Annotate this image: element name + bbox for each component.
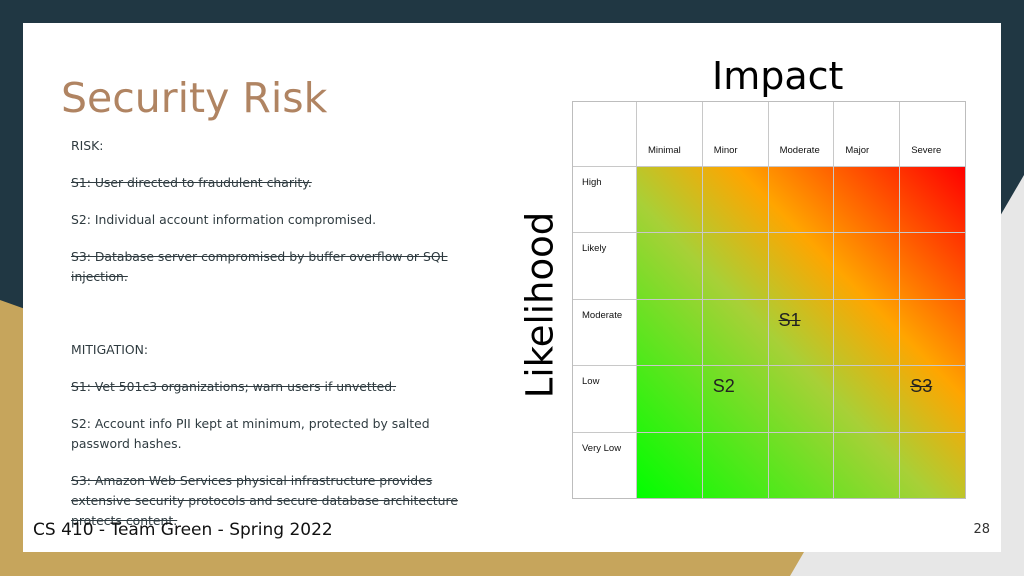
risk-marker-s3: S3 — [910, 376, 933, 397]
likelihood-header-high-label: High — [582, 177, 602, 188]
matrix-cell — [702, 432, 769, 499]
risk-marker-s2: S2 — [712, 376, 735, 397]
impact-header-minor-label: Minor — [713, 145, 738, 156]
impact-axis-label: Impact — [712, 54, 844, 98]
impact-header-major-label: Major — [845, 145, 870, 156]
matrix-cell — [834, 233, 901, 300]
impact-header-minor: Minor — [702, 101, 769, 167]
risk-item-s1: S1: User directed to fraudulent charity. — [71, 175, 312, 190]
matrix-cell — [900, 167, 966, 234]
matrix-cell — [702, 366, 769, 433]
risk-item-s3: S3: Database server compromised by buffe… — [71, 249, 448, 284]
matrix-cell — [768, 366, 835, 433]
mitigation-heading: MITIGATION: — [71, 342, 149, 357]
matrix-cell — [768, 167, 835, 234]
slide-title: Security Risk — [61, 74, 328, 122]
likelihood-header-high: High — [572, 167, 637, 234]
matrix-cell — [768, 299, 835, 367]
impact-header-minimal: Minimal — [637, 101, 703, 167]
impact-header-moderate: Moderate — [768, 101, 835, 167]
matrix-cell — [637, 432, 703, 499]
matrix-corner-cell — [572, 101, 637, 167]
matrix-cell — [702, 233, 769, 300]
matrix-cell — [900, 233, 966, 300]
matrix-cell — [768, 432, 835, 499]
matrix-cell — [637, 233, 703, 300]
risk-marker-s1: S1 — [778, 309, 801, 330]
mitigation-item-s2: S2: Account info PII kept at minimum, pr… — [71, 416, 430, 451]
likelihood-header-moderate-label: Moderate — [582, 309, 623, 321]
matrix-cell — [900, 299, 966, 367]
page-number: 28 — [973, 522, 990, 537]
mitigation-item-s3: S3: Amazon Web Services physical infrast… — [71, 473, 458, 528]
impact-header-minimal-label: Minimal — [648, 145, 681, 156]
likelihood-header-very-low: Very Low — [572, 432, 637, 499]
matrix-cell — [768, 233, 835, 300]
matrix-cell — [637, 167, 703, 234]
impact-header-severe: Severe — [900, 101, 966, 167]
risk-mitigation-text: RISK: S1: User directed to fraudulent ch… — [71, 136, 491, 531]
likelihood-header-likely-label: Likely — [582, 243, 607, 255]
matrix-cell — [834, 366, 901, 433]
matrix-cell — [834, 299, 901, 367]
impact-header-major: Major — [834, 101, 901, 167]
matrix-cell — [637, 299, 703, 367]
risk-heading: RISK: — [71, 138, 104, 153]
likelihood-header-very-low-label: Very Low — [582, 442, 622, 454]
likelihood-header-likely: Likely — [572, 233, 637, 300]
impact-header-moderate-label: Moderate — [779, 145, 820, 156]
matrix-cell — [702, 167, 769, 234]
likelihood-header-low: Low — [572, 366, 637, 433]
impact-header-severe-label: Severe — [911, 145, 942, 156]
risk-heatmap-gradient — [637, 167, 966, 499]
likelihood-header-low-label: Low — [582, 376, 600, 388]
mitigation-item-s1: S1: Vet 501c3 organizations; warn users … — [71, 379, 397, 394]
likelihood-header-moderate: Moderate — [572, 299, 637, 367]
matrix-cell — [834, 432, 901, 499]
footer-text: CS 410 - Team Green - Spring 2022 — [33, 520, 333, 540]
matrix-cell — [637, 366, 703, 433]
risk-item-s2: S2: Individual account information compr… — [71, 212, 377, 227]
likelihood-axis-text: Likelihood — [518, 211, 562, 399]
matrix-cell — [834, 167, 901, 234]
matrix-cell — [702, 299, 769, 367]
matrix-cell — [900, 432, 966, 499]
